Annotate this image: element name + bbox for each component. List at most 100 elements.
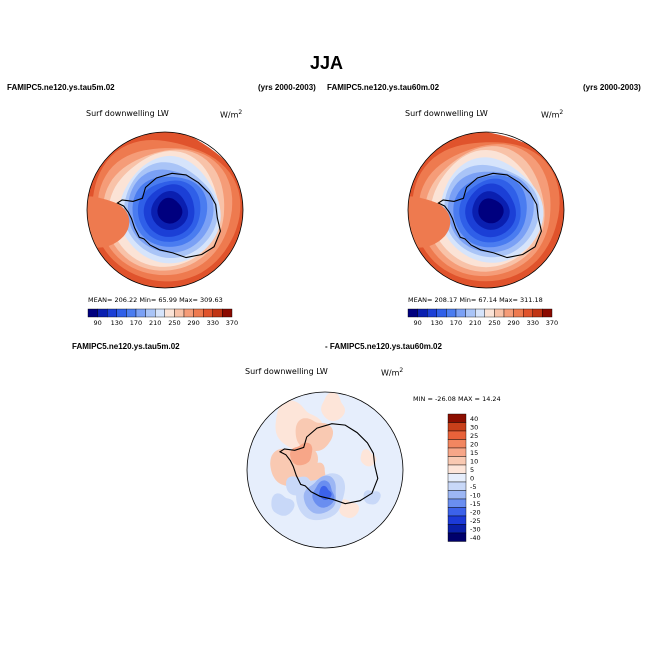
panel1-colorbar-swatch	[174, 308, 185, 318]
panel1-colorbar-tick: 90	[93, 319, 101, 327]
panel1-contour-band	[157, 197, 183, 224]
panel3-colorbar-tick: 25	[470, 432, 478, 440]
panel1-colorbar-swatch	[87, 308, 98, 318]
panel3-map-border	[246, 391, 404, 549]
panel1-variable-label: Surf downwelling LW	[86, 109, 169, 118]
panel3-colorbar-swatch	[447, 473, 467, 483]
panel3-colorbar-swatch	[447, 422, 467, 432]
panel3-colorbar-swatch	[447, 490, 467, 500]
panel1-colorbar-swatch	[222, 308, 233, 318]
panel3-minus-case-label: - FAMIPC5.ne120.ys.tau60m.02	[325, 342, 442, 351]
panel2-colorbar-swatch	[465, 308, 476, 318]
panel2-colorbar-tick: 90	[413, 319, 421, 327]
panel3-variable-label: Surf downwelling LW	[245, 367, 328, 376]
panel1-colorbar-swatch	[154, 308, 165, 318]
panel2-colorbar-swatch	[542, 308, 553, 318]
panel2-colorbar-swatch	[513, 308, 524, 318]
panel2-units-label: W/m2	[541, 109, 564, 120]
panel3-colorbar-tick: 0	[470, 474, 474, 482]
panel2-colorbar-tick: 370	[546, 319, 558, 327]
panel3-contour-region	[360, 449, 377, 467]
panel3-colorbar-swatch	[447, 430, 467, 440]
panel1-stats: MEAN= 206.22 Min= 65.99 Max= 309.63	[88, 296, 223, 304]
panel2-colorbar-swatch	[436, 308, 447, 318]
panel1-colorbar-swatch	[135, 308, 146, 318]
panel1-colorbar-tick: 290	[187, 319, 199, 327]
panel3-colorbar-swatch	[447, 447, 467, 457]
panel2-colorbar-swatch	[532, 308, 543, 318]
panel3-colorbar-tick: -20	[470, 508, 481, 516]
panel1-colorbar-tick: 130	[111, 319, 123, 327]
panel2-contour-band	[478, 198, 504, 224]
panel3-units-label: W/m2	[381, 367, 404, 378]
panel1-colorbar-swatch	[193, 308, 204, 318]
panel2-colorbar-tick: 290	[507, 319, 519, 327]
panel3-contour-region	[290, 442, 313, 466]
panel3-colorbar-tick: -10	[470, 491, 481, 499]
panel3-colorbar-swatch	[447, 532, 467, 542]
panel3-colorbar-swatch	[447, 515, 467, 525]
panel3-colorbar-swatch	[447, 481, 467, 491]
panel3-contour-region	[363, 490, 381, 505]
panel1-coastline	[116, 172, 221, 259]
panel2-colorbar-swatch	[417, 308, 428, 318]
panel3-colorbar-swatch	[447, 507, 467, 517]
panel2-colorbar-swatch	[503, 308, 514, 318]
panel1-colorbar-swatch	[97, 308, 108, 318]
panel2-case-label: FAMIPC5.ne120.ys.tau60m.02	[327, 83, 440, 92]
panel3-colorbar-tick: 20	[470, 440, 478, 448]
panel1-colorbar-swatch	[126, 308, 137, 318]
panel1-colorbar-tick: 210	[149, 319, 161, 327]
panel2-warm-region	[408, 196, 451, 248]
panel2-colorbar-tick: 330	[527, 319, 539, 327]
panel1-years-label: (yrs 2000-2003)	[258, 83, 316, 92]
panel3-colorbar-tick: 5	[470, 466, 474, 474]
panel3-contour-region	[271, 493, 295, 516]
panel2-stats: MEAN= 208.17 Min= 67.14 Max= 311.18	[408, 296, 543, 304]
panel3-case-label: FAMIPC5.ne120.ys.tau5m.02	[72, 342, 180, 351]
panel1-colorbar-swatch	[145, 308, 156, 318]
panel2-colorbar-tick: 250	[488, 319, 500, 327]
panel3-map	[246, 391, 404, 549]
panel2-colorbar-tick: 130	[431, 319, 443, 327]
panel1-colorbar-swatch	[116, 308, 127, 318]
panel2-colorbar-swatch	[475, 308, 486, 318]
panel1-colorbar-swatch	[164, 308, 175, 318]
panel3-colorbar-tick: -5	[470, 483, 476, 491]
panel1-colorbar-swatch	[202, 308, 213, 318]
panel2-variable-label: Surf downwelling LW	[405, 109, 488, 118]
panel1-map-border	[86, 131, 244, 289]
panel3-colorbar-tick: 10	[470, 457, 478, 465]
panel2-colorbar-swatch	[484, 308, 495, 318]
panel2-colorbar-tick: 210	[469, 319, 481, 327]
panel1-colorbar-swatch	[212, 308, 223, 318]
panel3-colorbar-tick: 40	[470, 415, 478, 423]
panel1-case-label: FAMIPC5.ne120.ys.tau5m.02	[7, 83, 115, 92]
panel3-contour-region	[321, 392, 345, 422]
panel1-colorbar-tick: 170	[130, 319, 142, 327]
panel3-colorbar-swatch	[447, 524, 467, 534]
panel2-colorbar-swatch	[446, 308, 457, 318]
panel1-map	[86, 131, 244, 289]
panel2-years-label: (yrs 2000-2003)	[583, 83, 641, 92]
page-title: JJA	[309, 53, 344, 73]
panel3-colorbar-tick: -15	[470, 500, 481, 508]
panel2-colorbar-swatch	[494, 308, 505, 318]
panel3-colorbar-tick: -40	[470, 534, 481, 542]
panel3-colorbar-swatch	[447, 439, 467, 449]
panel1-units-label: W/m2	[220, 109, 243, 120]
panel2-colorbar-swatch	[407, 308, 418, 318]
panel2-map-border	[407, 131, 565, 289]
panel2-colorbar-swatch	[523, 308, 534, 318]
panel3-colorbar-swatch	[447, 456, 467, 466]
panel3-colorbar-tick: 30	[470, 423, 478, 431]
panel3-colorbar-tick: -30	[470, 525, 481, 533]
panel3-stats: MIN = -26.08 MAX = 14.24	[413, 395, 501, 403]
panel2-coastline	[437, 172, 542, 259]
panel1-warm-region	[87, 196, 130, 248]
panel2-colorbar-swatch	[455, 308, 466, 318]
panel1-colorbar-tick: 370	[226, 319, 238, 327]
panel2-colorbar-swatch	[427, 308, 438, 318]
panel1-colorbar-tick: 250	[168, 319, 180, 327]
